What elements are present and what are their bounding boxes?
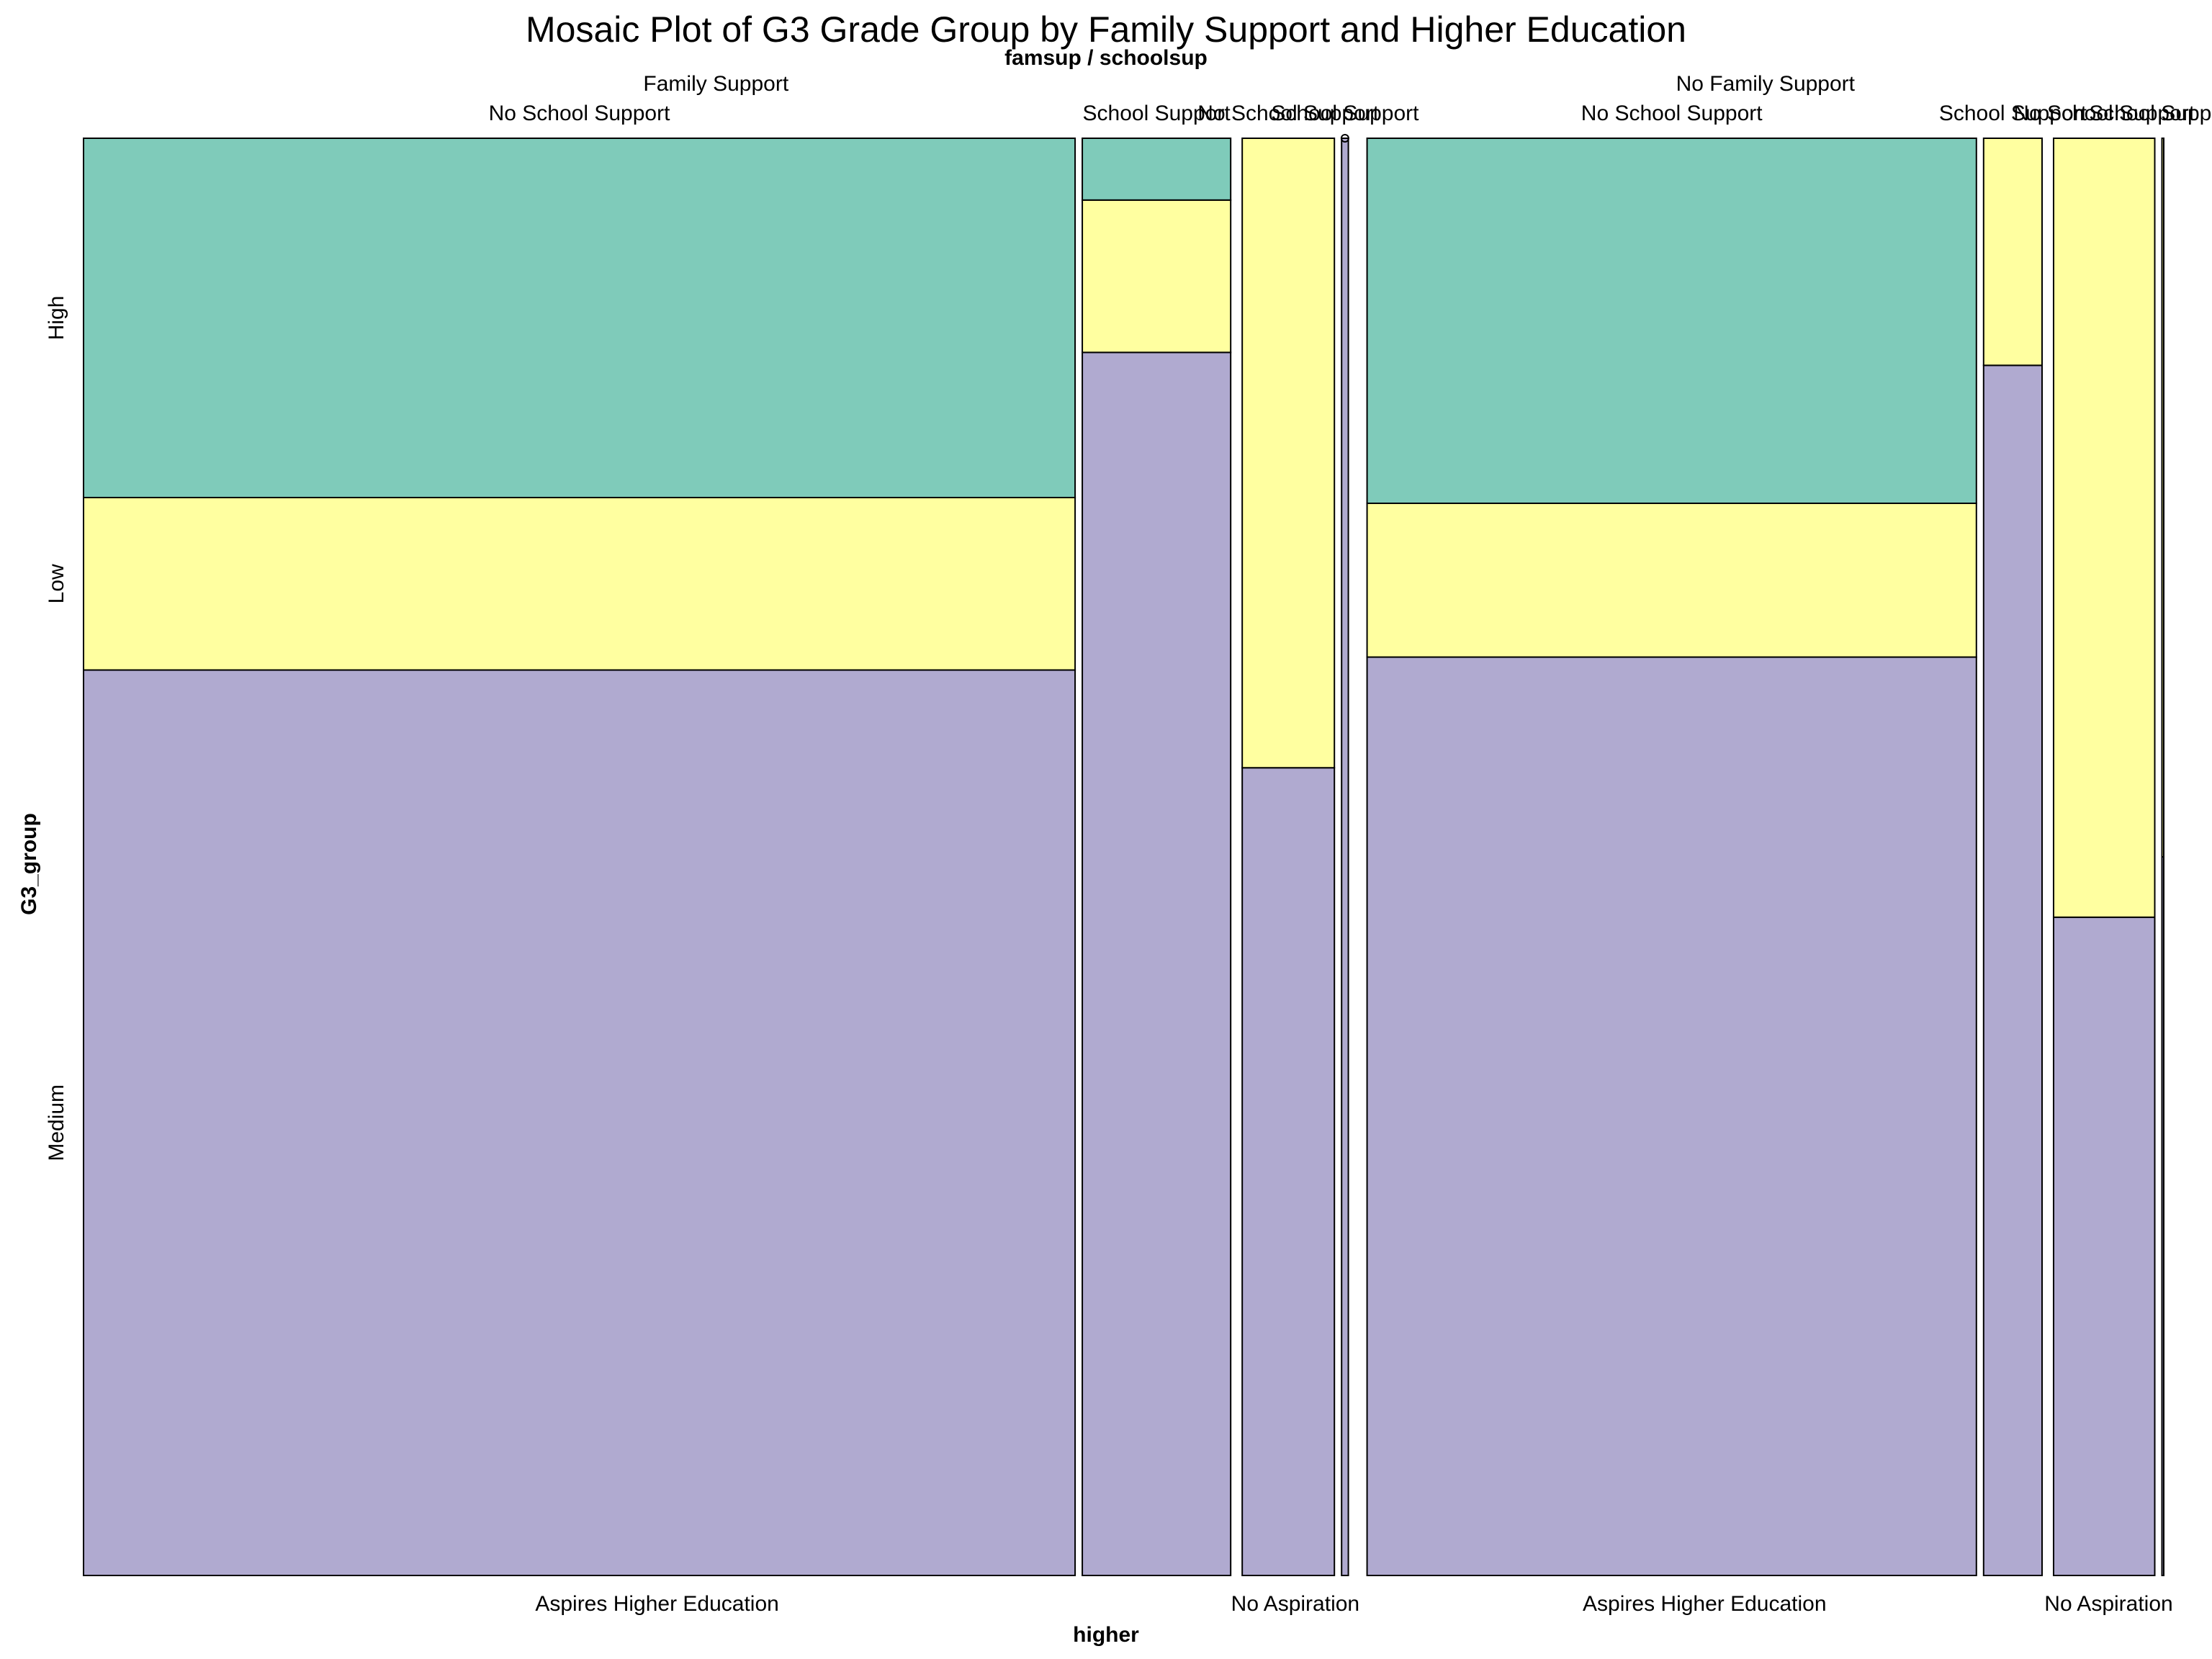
mosaic-tile-low	[2161, 138, 2164, 858]
mosaic-tile-low	[1241, 138, 1336, 769]
top-axis-label: famsup / schoolsup	[1004, 46, 1208, 70]
mosaic-tile-low	[83, 497, 1076, 671]
y-tick-label: Medium	[45, 1084, 68, 1161]
mosaic-tile-medium	[1341, 138, 1349, 1576]
schoolsup-label: School Support	[2089, 102, 2212, 125]
mosaic-tile-medium	[2052, 916, 2156, 1576]
mosaic-tiles	[83, 134, 2164, 1576]
mosaic-tile-high	[1082, 138, 1232, 201]
higher-category-label: No Aspiration	[1231, 1592, 1359, 1616]
chart-title: Mosaic Plot of G3 Grade Group by Family …	[526, 9, 1686, 50]
mosaic-tile-low	[2052, 138, 2156, 918]
schoolsup-label: No School Support	[489, 102, 670, 125]
y-tick-label: High	[45, 296, 68, 341]
schoolsup-label: School Support	[1939, 102, 2087, 125]
mosaic-tile-medium	[1366, 656, 1977, 1576]
mosaic-tile-medium	[1982, 364, 2043, 1576]
schoolsup-label: No School Support	[1581, 102, 1763, 125]
mosaic-tile-medium	[83, 669, 1076, 1576]
higher-category-label: Aspires Higher Education	[1583, 1592, 1827, 1616]
y-axis-label: G3_group	[17, 813, 41, 915]
mosaic-tile-medium	[1241, 767, 1336, 1576]
mosaic-tile-low	[1366, 502, 1977, 658]
x-axis-label: higher	[1073, 1623, 1139, 1647]
mosaic-tile-high	[1366, 138, 1977, 504]
schoolsup-label: No School Support	[1197, 102, 1379, 125]
mosaic-tile-low	[1982, 138, 2043, 367]
famsup-label: No Family Support	[1676, 72, 1856, 96]
mosaic-tile-low	[1082, 199, 1232, 354]
higher-category-label: Aspires Higher Education	[535, 1592, 779, 1616]
famsup-label: Family Support	[643, 72, 788, 96]
higher-category-label: No Aspiration	[2044, 1592, 2172, 1616]
mosaic-tile-high	[83, 138, 1076, 498]
schoolsup-label: School Support	[1271, 102, 1419, 125]
schoolsup-label: No School Support	[2013, 102, 2195, 125]
empty-cell-marker	[1340, 134, 1349, 143]
schoolsup-label: School Support	[1083, 102, 1231, 125]
mosaic-tile-medium	[2161, 856, 2164, 1576]
mosaic-tile-medium	[1082, 351, 1232, 1576]
y-tick-label: Low	[45, 564, 68, 603]
